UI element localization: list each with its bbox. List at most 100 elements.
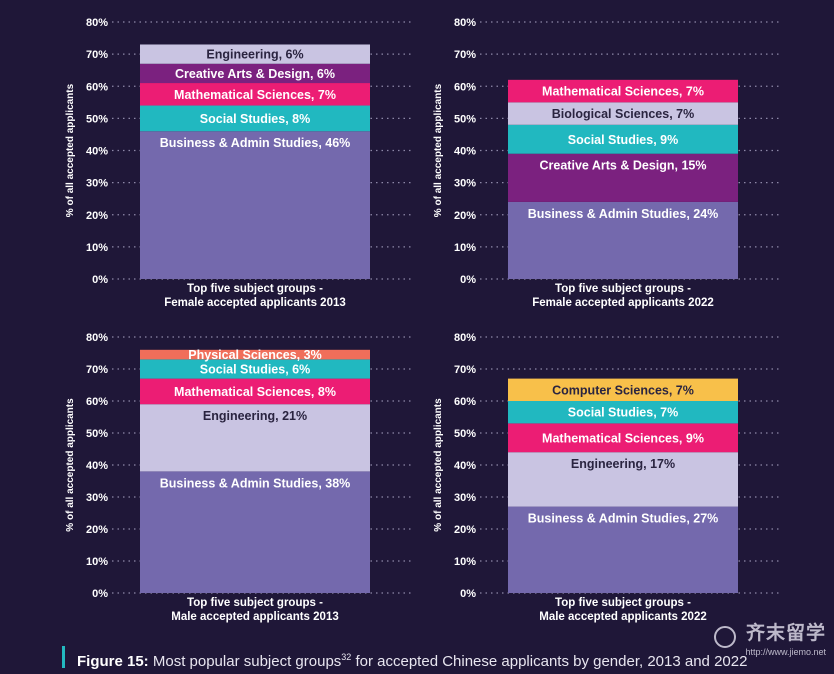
chart-title-line-2: Female accepted applicants 2022 (532, 297, 714, 309)
data-label: Business & Admin Studies, 27% (528, 512, 719, 526)
y-tick-label: 60% (86, 396, 108, 408)
chart-title-line-2: Male accepted applicants 2022 (539, 611, 706, 623)
chart-title-line-1: Top five subject groups - (555, 597, 691, 609)
watermark-logo-icon (714, 626, 736, 648)
data-label: Mathematical Sciences, 7% (174, 88, 336, 102)
data-label: Business & Admin Studies, 24% (528, 207, 719, 221)
y-tick-label: 60% (454, 81, 476, 93)
data-label: Social Studies, 6% (200, 363, 310, 377)
bar-segment (508, 423, 738, 453)
y-tick-label: 20% (454, 210, 476, 222)
y-tick-label: 30% (454, 492, 476, 504)
bar-segment (508, 124, 738, 154)
bar-segment (508, 506, 738, 593)
bar-segment (140, 404, 370, 472)
chart-title-line-1: Top five subject groups - (187, 597, 323, 609)
y-tick-label: 0% (460, 588, 476, 600)
bar-segment (140, 44, 370, 64)
y-tick-label: 0% (460, 274, 476, 286)
y-tick-label: 30% (454, 178, 476, 190)
y-tick-label: 40% (454, 460, 476, 472)
data-label: Computer Sciences, 7% (552, 383, 694, 397)
y-tick-label: 30% (86, 178, 108, 190)
bar-segment (140, 471, 370, 593)
chart-title-line-2: Male accepted applicants 2013 (171, 611, 338, 623)
y-tick-label: 10% (86, 242, 108, 254)
data-label: Social Studies, 7% (568, 406, 678, 420)
bar-segment (508, 79, 738, 103)
bar-segment (508, 401, 738, 424)
figure-caption: Figure 15: Most popular subject groups32… (62, 646, 748, 670)
watermark-url: http://www.jiemo.net (745, 647, 826, 657)
y-tick-label: 50% (454, 113, 476, 125)
watermark: 齐末留学 http://www.jiemo.net (714, 622, 826, 668)
data-label: Social Studies, 9% (568, 133, 678, 147)
y-tick-label: 40% (454, 146, 476, 158)
y-tick-label: 60% (86, 81, 108, 93)
data-label: Social Studies, 8% (200, 112, 310, 126)
data-label: Biological Sciences, 7% (552, 107, 694, 121)
y-tick-label: 80% (86, 17, 108, 29)
bar-segment (508, 378, 738, 401)
bar-segment (508, 201, 738, 279)
chart-title-line-1: Top five subject groups - (555, 283, 691, 295)
caption-superscript: 32 (341, 652, 352, 662)
y-axis-label: % of all accepted applicants (433, 398, 444, 532)
bar-segment (140, 105, 370, 132)
bar-segment (508, 452, 738, 507)
caption-text-after: for accepted Chinese applicants by gende… (355, 653, 748, 670)
y-tick-label: 10% (86, 556, 108, 568)
y-tick-label: 80% (86, 332, 108, 344)
y-tick-label: 70% (86, 49, 108, 61)
y-tick-label: 20% (86, 210, 108, 222)
y-tick-label: 20% (86, 524, 108, 536)
chart-title-line-2: Female accepted applicants 2013 (164, 297, 346, 309)
data-label: Engineering, 17% (571, 457, 675, 471)
y-tick-label: 10% (454, 556, 476, 568)
y-tick-label: 40% (86, 460, 108, 472)
y-tick-label: 60% (454, 396, 476, 408)
chart-4: 0% 10% 20% 30% 40% 50% 60% 70% 80% % of all accep… (433, 332, 780, 623)
chart-3: 0% 10% 20% 30% 40% 50% 60% 70% 80% % of all accep… (65, 332, 412, 623)
data-label: Physical Sciences, 3% (188, 348, 321, 362)
y-tick-label: 50% (86, 113, 108, 125)
bar-segment (508, 102, 738, 125)
bar-segment (140, 63, 370, 84)
y-tick-label: 50% (454, 428, 476, 440)
y-tick-label: 40% (86, 146, 108, 158)
y-tick-label: 80% (454, 17, 476, 29)
data-label: Business & Admin Studies, 46% (160, 136, 351, 150)
charts-area: 0% 10% 20% 30% 40% 50% 60% 70% 80% % of all accep… (65, 17, 780, 623)
bar-segment (140, 131, 370, 279)
y-axis-label: % of all accepted applicants (433, 83, 444, 217)
bar-segment (140, 359, 370, 379)
y-tick-label: 70% (454, 364, 476, 376)
bar-segment (140, 349, 370, 360)
caption-text-before: Most popular subject groups (152, 653, 342, 670)
y-tick-label: 20% (454, 524, 476, 536)
data-label: Creative Arts & Design, 6% (175, 67, 335, 81)
data-label: Mathematical Sciences, 9% (542, 431, 704, 445)
y-tick-label: 70% (454, 49, 476, 61)
y-tick-label: 0% (92, 588, 108, 600)
chart-title-line-1: Top five subject groups - (187, 283, 323, 295)
y-tick-label: 50% (86, 428, 108, 440)
y-tick-label: 70% (86, 364, 108, 376)
y-tick-label: 10% (454, 242, 476, 254)
bar-segment (508, 153, 738, 202)
bar-segment (140, 83, 370, 106)
chart-2: 0% 10% 20% 30% 40% 50% 60% 70% 80% % of all accep… (433, 17, 780, 309)
data-label: Mathematical Sciences, 7% (542, 85, 704, 99)
caption-label: Figure 15: (77, 653, 149, 670)
data-label: Engineering, 21% (203, 409, 307, 423)
bar-segment (140, 378, 370, 405)
data-label: Creative Arts & Design, 15% (540, 159, 707, 173)
watermark-logo: 齐末留学 (745, 623, 826, 644)
y-tick-label: 80% (454, 332, 476, 344)
data-label: Engineering, 6% (206, 48, 303, 62)
data-label: Mathematical Sciences, 8% (174, 385, 336, 399)
y-axis-label: % of all accepted applicants (65, 398, 76, 532)
data-label: Business & Admin Studies, 38% (160, 476, 351, 490)
y-tick-label: 30% (86, 492, 108, 504)
chart-1: 0% 10% 20% 30% 40% 50% 60% 70% 80% % of all accep… (65, 17, 412, 309)
